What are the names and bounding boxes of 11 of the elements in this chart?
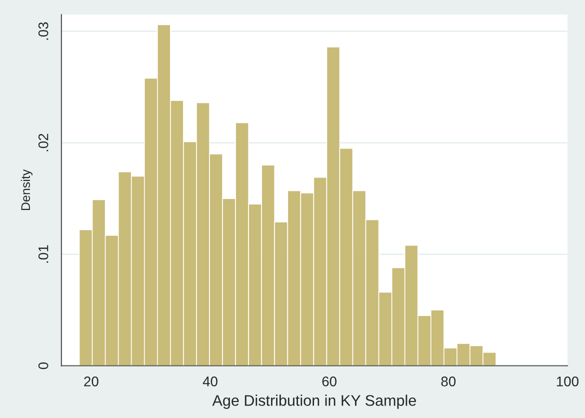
y-tick-label: .03 bbox=[38, 22, 48, 40]
x-tick-label: 40 bbox=[202, 376, 218, 386]
x-axis-title: Age Distribution in KY Sample bbox=[212, 394, 416, 409]
y-tick-label: 0 bbox=[38, 362, 48, 370]
x-tick-label: 60 bbox=[322, 376, 336, 386]
x-tick-label: 100 bbox=[556, 376, 578, 386]
y-tick-label: .02 bbox=[38, 134, 48, 152]
y-axis-title: Density bbox=[20, 169, 33, 210]
y-tick-label: .01 bbox=[38, 245, 48, 263]
x-tick-label: 80 bbox=[441, 376, 456, 386]
x-tick-label: 20 bbox=[84, 376, 98, 386]
